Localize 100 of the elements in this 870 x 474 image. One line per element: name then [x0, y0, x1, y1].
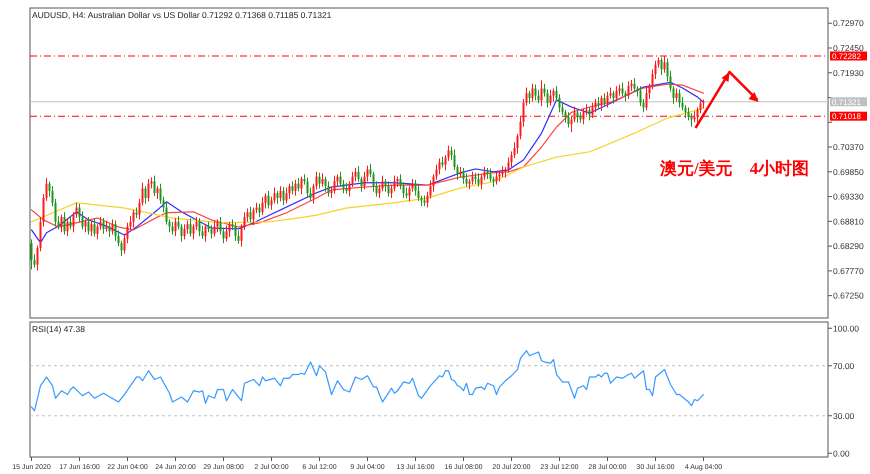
candlestick — [112, 218, 114, 236]
candlestick — [280, 186, 282, 202]
candlestick — [292, 180, 294, 195]
candlestick — [300, 176, 302, 195]
candlestick — [550, 89, 552, 106]
candlestick — [660, 57, 662, 76]
candlestick — [250, 206, 252, 223]
candlestick — [588, 107, 590, 121]
y-tick-label: 0.69330 — [833, 192, 864, 202]
candlestick — [144, 186, 146, 204]
candlestick — [474, 172, 476, 184]
candlestick — [606, 91, 608, 108]
candlestick — [66, 218, 68, 237]
y-tick-label: 100.00 — [833, 323, 860, 334]
candlestick — [540, 80, 542, 107]
candlestick — [70, 216, 72, 230]
ref-line-label: 0.71321 — [832, 98, 862, 107]
candlestick — [496, 171, 498, 186]
candlestick — [318, 172, 320, 189]
line-series — [30, 350, 704, 412]
candlestick — [184, 224, 186, 240]
candlestick — [646, 87, 648, 111]
candlestick — [226, 225, 228, 242]
candlestick — [424, 195, 426, 207]
candlestick — [132, 209, 134, 228]
candlestick — [282, 186, 284, 206]
candlestick — [568, 112, 570, 128]
candlestick — [582, 108, 584, 125]
candlestick — [534, 84, 536, 101]
y-tick-label: 0.69850 — [833, 166, 864, 177]
y-tick-label: 0.70370 — [833, 142, 864, 152]
candlestick — [172, 221, 174, 236]
ref-line-label: 0.72282 — [832, 52, 862, 61]
candlestick — [60, 214, 62, 233]
candlestick — [198, 218, 200, 237]
candlestick — [678, 88, 680, 108]
candlestick — [346, 182, 348, 194]
candlestick — [204, 224, 206, 242]
candlestick — [216, 218, 218, 233]
candlestick — [90, 220, 92, 237]
candlestick — [552, 88, 554, 102]
candlestick — [676, 88, 678, 102]
candlestick — [478, 172, 480, 188]
candlestick — [580, 112, 582, 124]
candlestick — [294, 179, 296, 196]
candlestick — [324, 176, 326, 192]
candlestick — [288, 183, 290, 200]
y-tick-label: 0.67250 — [833, 290, 864, 301]
candlestick — [334, 175, 336, 194]
candlestick — [462, 168, 464, 184]
candlestick — [174, 218, 176, 237]
candlestick — [306, 177, 308, 198]
candlestick — [328, 180, 330, 198]
candlestick — [532, 83, 534, 102]
candlestick — [148, 178, 150, 202]
candlestick — [262, 196, 264, 216]
candlestick — [214, 220, 216, 238]
y-tick-label: 70.00 — [833, 360, 855, 371]
candlestick — [234, 222, 236, 242]
ref-line-label: 0.71018 — [832, 112, 862, 122]
candlestick — [600, 95, 602, 112]
y-tick-label: 0.68810 — [833, 216, 864, 226]
candlestick — [592, 102, 594, 118]
candlestick — [616, 86, 618, 102]
candlestick — [384, 178, 386, 192]
candlestick — [298, 178, 300, 192]
candlestick — [258, 203, 260, 218]
candlestick — [528, 90, 530, 104]
y-tick-label: 0.72450 — [833, 43, 864, 53]
candlestick — [498, 170, 500, 182]
candlestick — [276, 190, 278, 204]
candlestick — [388, 180, 390, 198]
candlestick — [228, 221, 230, 238]
candlestick — [30, 238, 32, 270]
candlestick — [628, 80, 630, 100]
candlestick — [664, 56, 666, 74]
annotation: 澳元/美元 4小时图 — [659, 159, 810, 178]
y-tick-label: 0.72970 — [833, 18, 864, 28]
candlestick — [84, 218, 86, 233]
candlestick — [286, 187, 288, 204]
candlestick — [612, 90, 614, 104]
y-tick-label: 0.68290 — [833, 241, 864, 252]
candlestick — [694, 110, 696, 123]
candlestick — [108, 224, 110, 238]
chart-title: AUDUSD, H4: Australian Dollar vs US Dollar 0.71292 0.71368 0.71185 0.71321 — [32, 10, 332, 20]
y-tick-label: 0.00 — [833, 448, 850, 458]
candlestick — [604, 92, 606, 107]
candlestick — [106, 220, 108, 232]
candlestick — [156, 186, 158, 200]
candlestick — [64, 212, 66, 236]
candlestick — [576, 109, 578, 124]
candlestick — [94, 218, 96, 238]
candlestick — [268, 190, 270, 209]
candlestick — [210, 224, 212, 239]
y-tick-label: 30.00 — [833, 410, 855, 421]
candlestick — [396, 176, 398, 188]
candlestick — [472, 171, 474, 186]
candlestick — [154, 175, 156, 197]
candlestick — [322, 172, 324, 188]
y-tick-label: 0.71930 — [833, 68, 864, 78]
